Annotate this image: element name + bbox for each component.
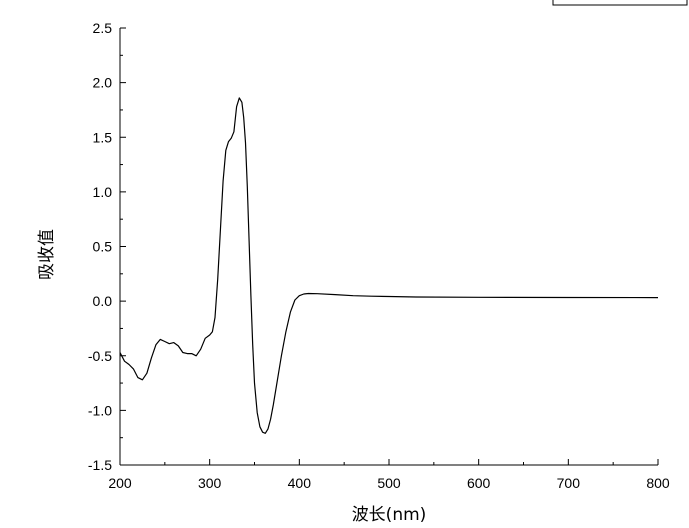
x-ticks: 200 300 400 500 600 700 800 (108, 459, 670, 491)
x-tick-label: 500 (377, 475, 401, 491)
y-axis-title: 吸收值 (37, 229, 57, 280)
x-tick-label: 200 (108, 475, 132, 491)
y-tick-label: 1.0 (93, 184, 113, 200)
y-tick-label: 2.5 (93, 20, 113, 36)
y-tick-label: -1.0 (88, 402, 112, 418)
x-tick-label: 400 (288, 475, 312, 491)
x-tick-label: 300 (198, 475, 222, 491)
y-tick-label: -1.5 (88, 457, 112, 473)
y-tick-label: 0.5 (93, 239, 113, 255)
y-ticks: -1.5 -1.0 -0.5 0.0 0.5 1.0 1.5 2.0 2.5 (88, 20, 126, 473)
x-tick-label: 700 (557, 475, 581, 491)
x-tick-label: 600 (467, 475, 491, 491)
y-tick-label: 2.0 (93, 75, 113, 91)
y-tick-label: -0.5 (88, 348, 112, 364)
legend-box (552, 0, 688, 6)
y-tick-label: 0.0 (93, 293, 113, 309)
x-tick-label: 800 (646, 475, 670, 491)
series-line (119, 97, 659, 434)
y-tick-label: 1.5 (93, 129, 113, 145)
axes (119, 28, 658, 466)
legend (552, 0, 688, 6)
x-axis-title: 波长(nm) (352, 505, 427, 525)
